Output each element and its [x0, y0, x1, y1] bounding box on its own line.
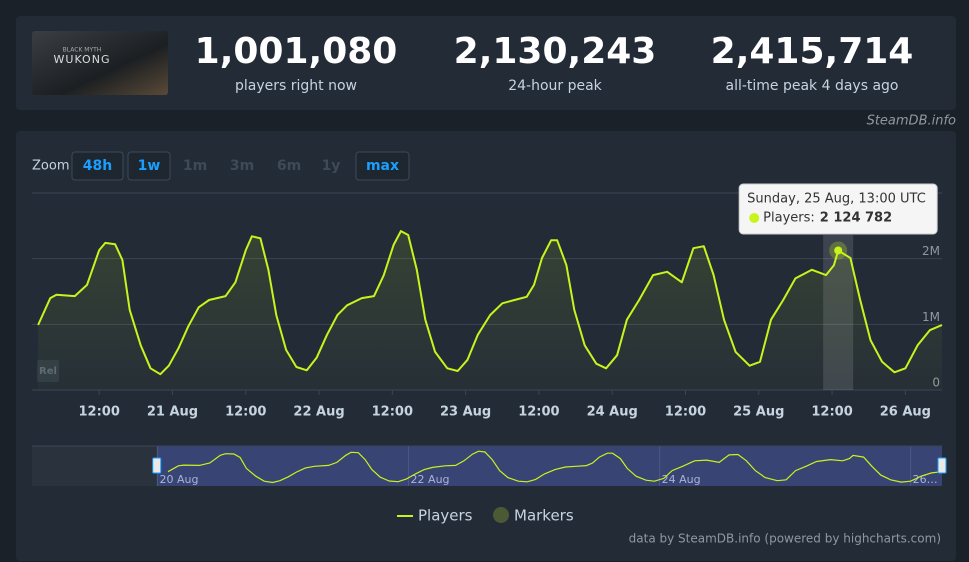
zoom-button-label[interactable]: max	[366, 158, 399, 174]
tooltip-box	[738, 183, 938, 235]
navigator-line	[167, 450, 943, 484]
zoom-button-label[interactable]: 1w	[138, 158, 161, 174]
zoom-label: Zoom	[32, 159, 69, 174]
x-tick-label: 24 Aug	[587, 405, 638, 420]
stats-panel	[16, 16, 956, 110]
zoom-button-label: 1y	[322, 158, 341, 174]
tooltip-series: Players:	[763, 211, 815, 226]
x-tick-label: 12:00	[518, 405, 559, 420]
navigator-handle[interactable]	[152, 457, 162, 474]
zoom-button-label[interactable]: 48h	[83, 158, 112, 174]
x-tick-label: 23 Aug	[440, 405, 491, 420]
zoom-button-label: 3m	[230, 158, 254, 174]
x-tick-label: 26 Aug	[880, 405, 931, 420]
hover-point	[834, 246, 843, 255]
legend-label[interactable]: Players	[418, 507, 473, 525]
navigator-handle[interactable]	[937, 457, 947, 474]
stat-label: all-time peak 4 days ago	[725, 78, 898, 94]
x-tick-label: 12:00	[811, 405, 852, 420]
stat-value: 2,130,243	[454, 31, 657, 72]
x-tick-label: 25 Aug	[733, 405, 784, 420]
navigator-label: 22 Aug	[411, 473, 450, 486]
stat-label: players right now	[235, 78, 357, 94]
navigator-window[interactable]	[156, 446, 942, 486]
legend-label[interactable]: Markers	[514, 507, 574, 525]
stat-value: 1,001,080	[195, 31, 398, 72]
zoom-button[interactable]	[127, 151, 171, 181]
zoom-button-label: 1m	[183, 158, 207, 174]
navigator-label: 20 Aug	[160, 473, 199, 486]
y-tick-label: 2M	[922, 244, 940, 258]
stat-label: 24-hour peak	[508, 78, 602, 94]
zoom-button[interactable]	[71, 151, 124, 181]
image-text: BLACK MYTH	[63, 47, 102, 54]
x-tick-label: 21 Aug	[147, 405, 198, 420]
x-tick-label: 12:00	[225, 405, 266, 420]
x-tick-label: 12:00	[665, 405, 706, 420]
x-tick-label: 12:00	[78, 405, 119, 420]
tooltip-value: 2 124 782	[820, 211, 892, 226]
x-tick-label: 12:00	[372, 405, 413, 420]
navigator-label: 26…	[913, 473, 938, 486]
zoom-button-label: 6m	[277, 158, 301, 174]
legend-symbol	[493, 507, 509, 523]
stat-value: 2,415,714	[711, 31, 914, 72]
game-image	[32, 31, 168, 95]
zoom-button[interactable]	[355, 151, 410, 181]
series-area	[38, 231, 943, 390]
source-link[interactable]: SteamDB.info	[867, 114, 956, 129]
x-tick-label: 22 Aug	[293, 405, 344, 420]
tooltip-title: Sunday, 25 Aug, 13:00 UTC	[747, 192, 926, 207]
navigator-label: 24 Aug	[662, 473, 701, 486]
image-text: WUKONG	[54, 53, 111, 66]
series-line	[37, 230, 943, 376]
tooltip-swatch	[749, 213, 760, 223]
credits[interactable]: data by SteamDB.info (powered by highcha…	[629, 532, 941, 546]
y-tick-label: 1M	[922, 310, 940, 324]
